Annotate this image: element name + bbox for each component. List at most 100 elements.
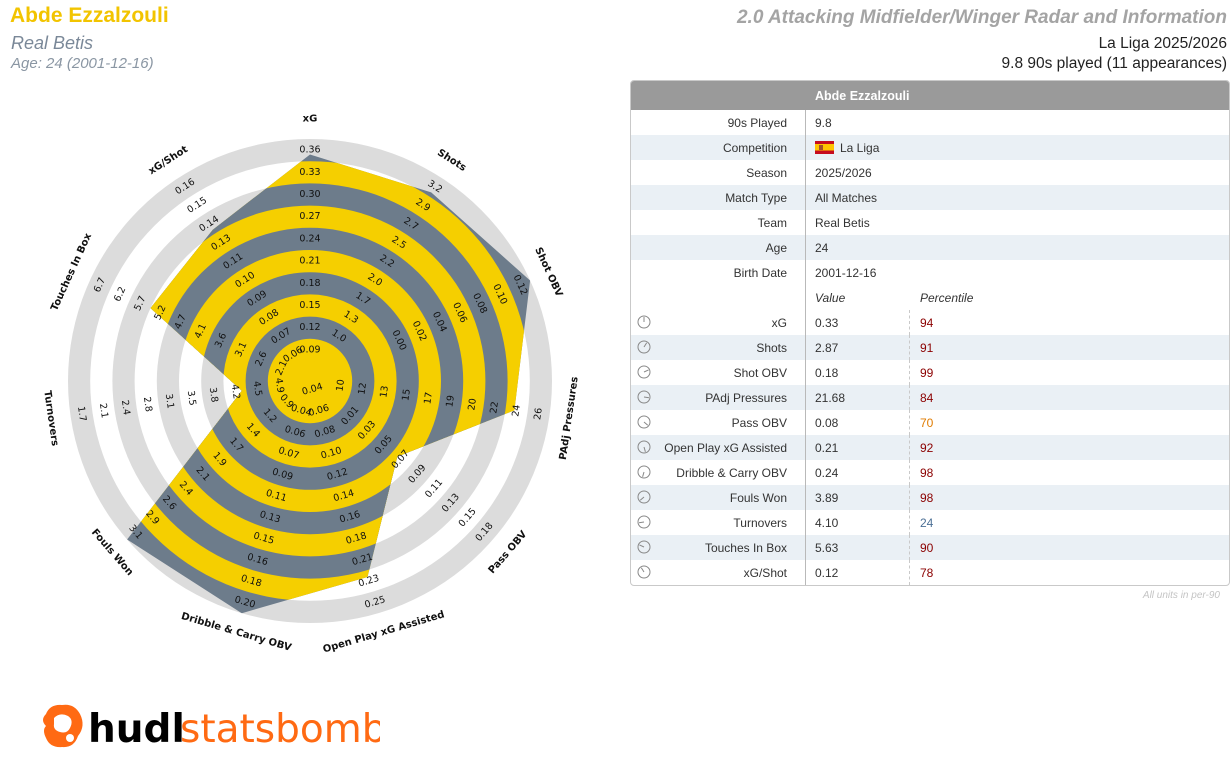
radar-tick-label: 4.9 xyxy=(273,377,286,394)
radar-tick-label: 3.1 xyxy=(163,393,176,410)
info-rows: 90s Played 9.8 Competition La Liga Season 202… xyxy=(631,110,1229,285)
metric-percentile: 70 xyxy=(920,415,934,430)
age-line: Age: 24 (2001-12-16) xyxy=(11,55,154,72)
radar-tick-label: 24 xyxy=(510,404,523,418)
radar-tick-label: 15 xyxy=(400,388,413,402)
metric-percentile: 91 xyxy=(920,340,934,355)
radar-tick-label: 0.15 xyxy=(299,300,320,311)
radar-tick-label: 0.18 xyxy=(299,278,320,289)
metric-percentile: 92 xyxy=(920,440,934,455)
gauge-icon xyxy=(637,365,651,379)
metric-row: xG 0.33 94 xyxy=(631,310,1229,335)
radar-axis-label: Shot OBV xyxy=(532,246,564,299)
info-label: Season xyxy=(746,165,787,180)
info-label: Age xyxy=(765,240,787,255)
metric-label: Dribble & Carry OBV xyxy=(676,465,787,480)
radar-tick-label: 0.12 xyxy=(299,322,320,333)
radar-tick-label: 20 xyxy=(466,398,479,412)
statsbomb-logo-icon xyxy=(43,704,83,748)
radar-tick-label: 3.5 xyxy=(185,390,198,407)
metric-label: Shots xyxy=(756,340,787,355)
radar-tick-label: 1.7 xyxy=(75,406,88,423)
radar-axis-label: PAdj Pressures xyxy=(558,376,581,461)
metric-percentile: 99 xyxy=(920,365,934,380)
metric-label: Turnovers xyxy=(733,515,787,530)
metric-label: xG/Shot xyxy=(743,565,787,580)
nineties-played-line: 9.8 90s played (11 appearances) xyxy=(1001,55,1227,72)
gauge-icon xyxy=(637,515,651,529)
metric-row: Pass OBV 0.08 70 xyxy=(631,410,1229,435)
metric-row: Dribble & Carry OBV 0.24 98 xyxy=(631,460,1229,485)
radar-tick-label: 26 xyxy=(532,407,545,421)
radar-tick-label: 13 xyxy=(378,385,391,399)
radar-tick-label: 2.8 xyxy=(141,396,154,413)
metric-row: Open Play xG Assisted 0.21 92 xyxy=(631,435,1229,460)
competition-value: La Liga xyxy=(840,140,880,155)
radar-tick-label: 19 xyxy=(444,394,457,408)
gauge-icon xyxy=(637,465,651,479)
radar-tick-label: 0.21 xyxy=(299,256,320,267)
metric-percentile: 90 xyxy=(920,540,934,555)
radar-tick-label: 4.5 xyxy=(251,380,264,397)
team-name: Real Betis xyxy=(11,33,94,53)
spain-flag-icon xyxy=(815,140,834,154)
metric-value: 0.08 xyxy=(815,415,839,430)
competition-line: La Liga 2025/2026 xyxy=(1098,35,1227,52)
info-value: La Liga xyxy=(815,140,880,155)
gauge-icon xyxy=(637,490,651,504)
gauge-icon xyxy=(637,340,651,354)
metric-value: 0.33 xyxy=(815,315,839,330)
info-value: 2025/2026 xyxy=(815,165,872,180)
logo-text-statsbomb: statsbomb xyxy=(180,707,380,752)
info-row: Competition La Liga xyxy=(631,135,1229,160)
radar-tick-label: 3.8 xyxy=(207,387,220,404)
radar-center xyxy=(290,361,330,401)
metric-row: Fouls Won 3.89 98 xyxy=(631,485,1229,510)
gauge-icon xyxy=(637,440,651,454)
radar-tick-label: 0.36 xyxy=(299,145,320,156)
gauge-icon xyxy=(637,415,651,429)
metric-value: 21.68 xyxy=(815,390,846,405)
metric-percentile: 98 xyxy=(920,490,934,505)
gauge-icon xyxy=(637,315,651,329)
info-row: Team Real Betis xyxy=(631,210,1229,235)
radar-tick-label: 22 xyxy=(488,401,501,415)
metric-label: Pass OBV xyxy=(731,415,787,430)
radar-tick-label: 0.27 xyxy=(299,211,320,222)
metric-label: PAdj Pressures xyxy=(705,390,787,405)
radar-tick-label: 0.09 xyxy=(299,344,320,355)
metric-header-row: Value Percentile xyxy=(631,285,1229,310)
metric-label: xG xyxy=(771,315,787,330)
metric-value: 0.21 xyxy=(815,440,839,455)
metric-row: xG/Shot 0.12 78 xyxy=(631,560,1229,585)
radar-tick-label: 2.4 xyxy=(119,399,132,416)
metric-row: Shots 2.87 91 xyxy=(631,335,1229,360)
radar-tick-label: 17 xyxy=(422,391,435,405)
radar-tick-label: 12 xyxy=(356,382,369,396)
radar-axis-label: Shots xyxy=(435,147,468,174)
table-title: Abde Ezzalzouli xyxy=(631,81,1229,110)
metric-percentile: 24 xyxy=(920,515,934,530)
metric-value: 3.89 xyxy=(815,490,839,505)
percentile-column-header: Percentile xyxy=(920,290,974,305)
radar-tick-label: 0.33 xyxy=(299,167,320,178)
metric-row: Shot OBV 0.18 99 xyxy=(631,360,1229,385)
metric-percentile: 78 xyxy=(920,565,934,580)
info-row: Age 24 xyxy=(631,235,1229,260)
metric-row: PAdj Pressures 21.68 84 xyxy=(631,385,1229,410)
metric-value: 5.63 xyxy=(815,540,839,555)
metric-label: Fouls Won xyxy=(729,490,787,505)
info-label: Birth Date xyxy=(733,265,787,280)
info-label: Competition xyxy=(722,140,787,155)
metric-label: Open Play xG Assisted xyxy=(664,440,787,455)
radar-axis-label: xG xyxy=(303,114,318,125)
info-value: 9.8 xyxy=(815,115,832,130)
radar-tick-label: 0.24 xyxy=(299,233,320,244)
gauge-icon xyxy=(637,565,651,579)
radar-axis-label: xG/Shot xyxy=(147,144,190,177)
info-row: Birth Date 2001-12-16 xyxy=(631,260,1229,285)
info-label: Team xyxy=(757,215,787,230)
metric-value: 2.87 xyxy=(815,340,839,355)
gauge-icon xyxy=(637,390,651,404)
metric-percentile: 98 xyxy=(920,465,934,480)
